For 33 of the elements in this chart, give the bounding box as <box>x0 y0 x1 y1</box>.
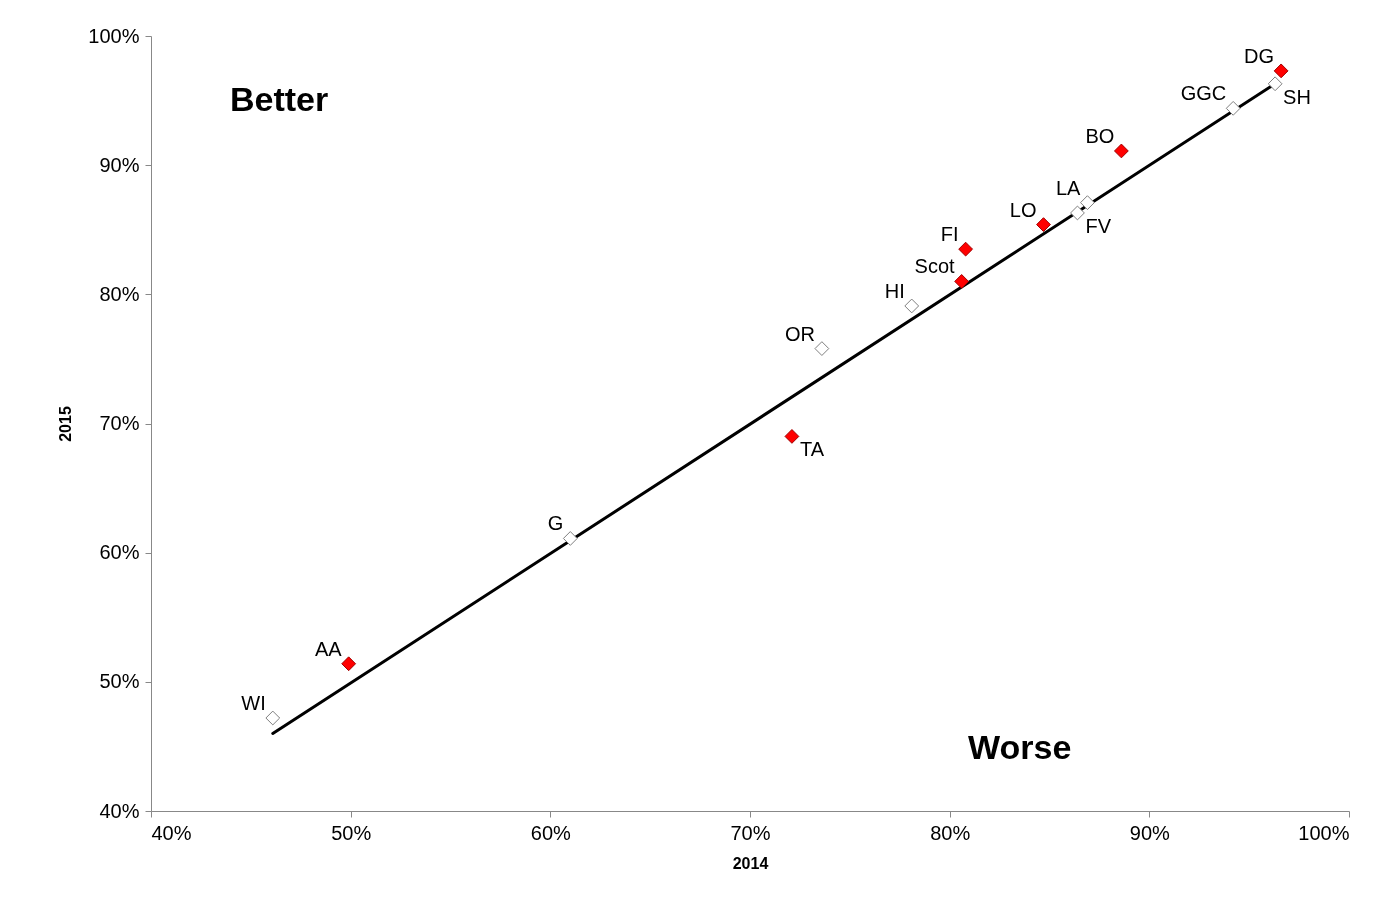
annotation: FI <box>940 223 959 246</box>
y-tick-label: 40% <box>99 799 140 822</box>
x-axis-title: 2014 <box>732 854 769 872</box>
annotation: SH <box>1283 85 1311 108</box>
annotation: Worse <box>968 728 1072 766</box>
x-tick-label: 40% <box>151 821 192 844</box>
x-tick-label: 100% <box>1298 821 1350 844</box>
annotation: WI <box>241 692 266 714</box>
annotation: LA <box>1055 176 1082 199</box>
y-tick-label: 80% <box>99 282 140 305</box>
annotation: G <box>547 512 564 535</box>
x-tick-label: 90% <box>1129 821 1171 844</box>
annotation: DG <box>1244 44 1275 67</box>
annotation: TA <box>799 438 825 461</box>
annotation: AA <box>314 637 343 660</box>
y-axis-title: 2015 <box>57 406 75 442</box>
y-tick-label: 60% <box>99 541 140 564</box>
y-tick-label: 90% <box>99 153 140 176</box>
x-tick-label: 80% <box>930 821 971 844</box>
annotation: FV <box>1085 214 1112 237</box>
annotation: Scot <box>914 255 956 278</box>
x-tick-label: 50% <box>331 821 372 844</box>
annotation: Better <box>230 80 329 118</box>
annotation: OR <box>784 322 815 345</box>
y-tick-label: 70% <box>99 412 140 434</box>
annotation: GGC <box>1180 82 1227 105</box>
annotation: HI <box>884 279 905 302</box>
x-tick-label: 60% <box>530 821 572 844</box>
annotation: LO <box>1009 198 1037 221</box>
x-tick-label: 70% <box>730 821 771 844</box>
y-tick-label: 100% <box>88 24 140 47</box>
annotation: BO <box>1085 124 1115 147</box>
y-tick-label: 50% <box>99 670 140 693</box>
